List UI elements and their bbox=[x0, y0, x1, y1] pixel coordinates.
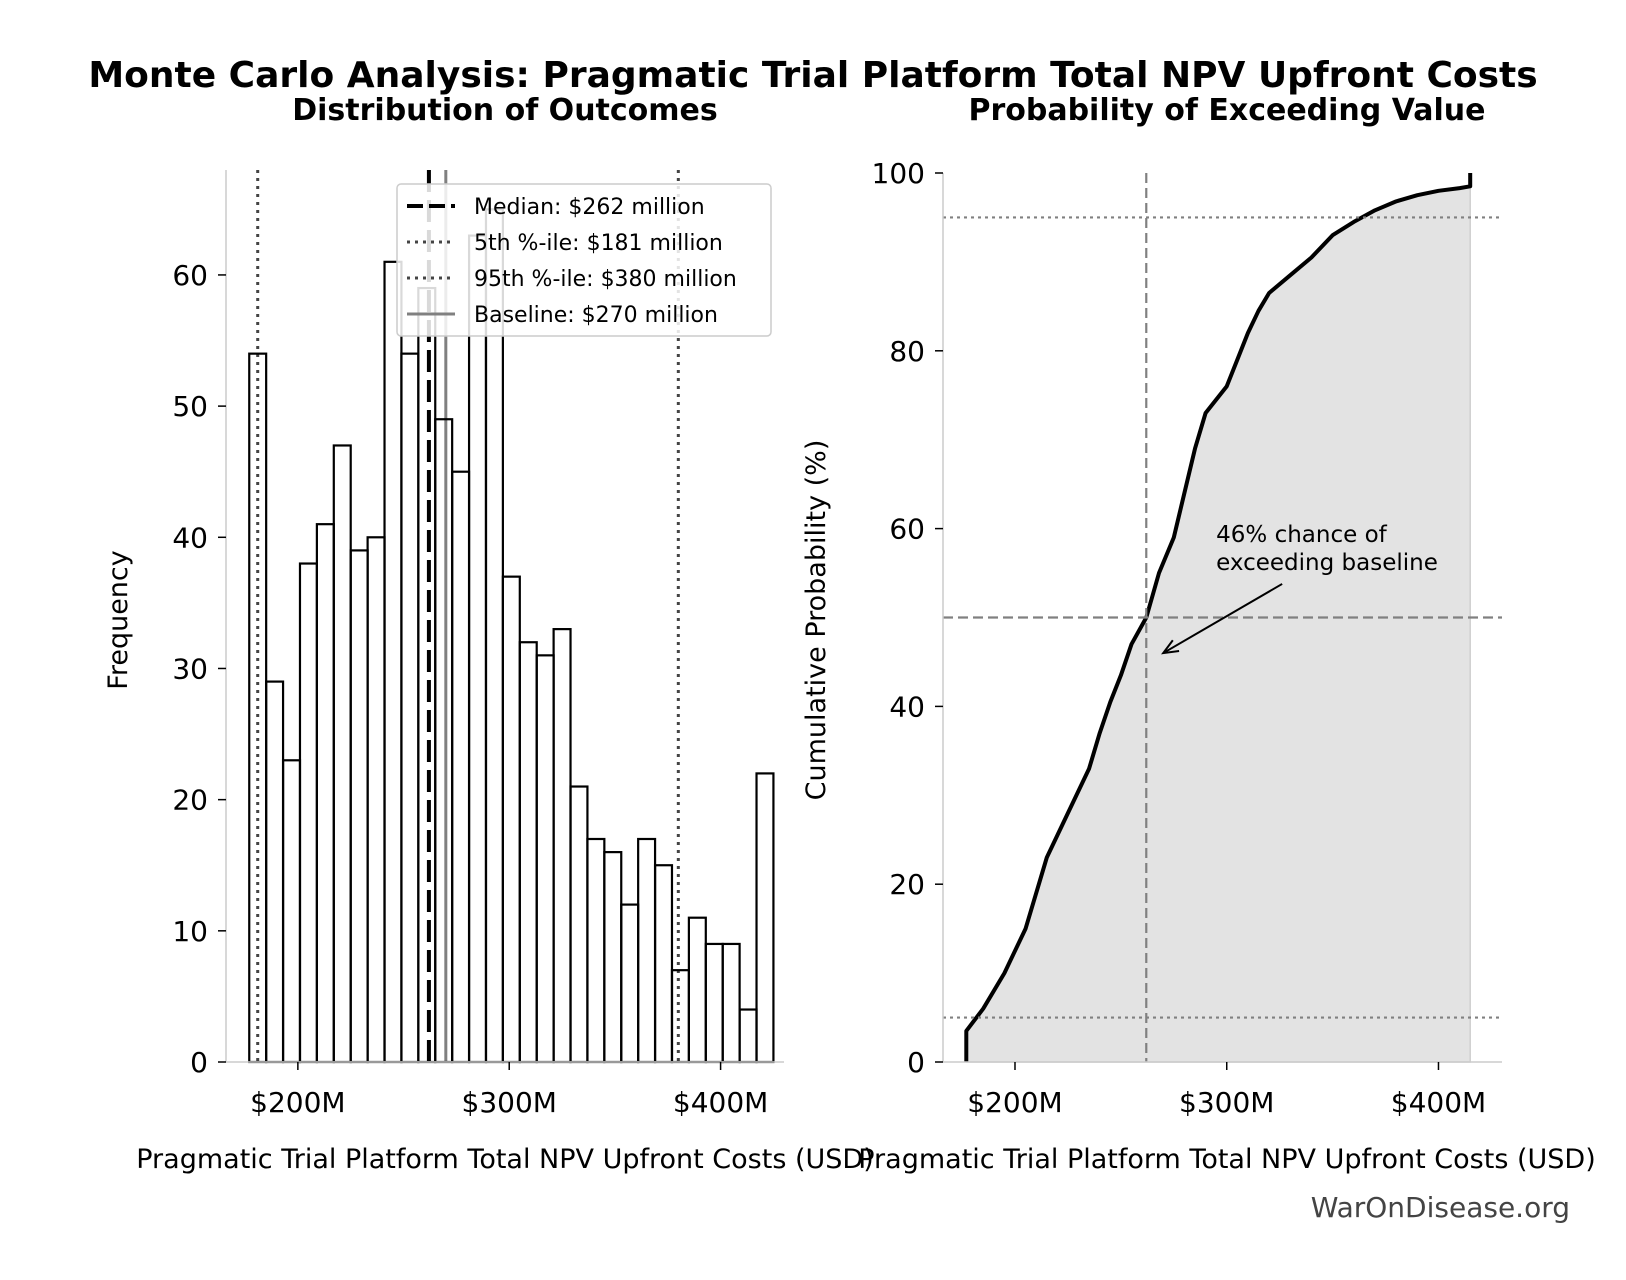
histogram-bar bbox=[349, 549, 369, 1064]
histogram-bar bbox=[738, 1008, 758, 1064]
histogram-bar bbox=[501, 575, 521, 1064]
histogram-bar bbox=[670, 969, 690, 1064]
histogram-bar bbox=[366, 536, 386, 1064]
histogram-ylabel: Frequency bbox=[103, 550, 134, 690]
x-tick-label: $200M bbox=[250, 1086, 345, 1119]
histogram-bar bbox=[383, 260, 403, 1064]
y-tick-label: 0 bbox=[907, 1046, 925, 1079]
histogram-bar bbox=[586, 837, 606, 1064]
x-tick-label: $400M bbox=[1391, 1086, 1486, 1119]
cdf-line bbox=[964, 173, 1473, 1062]
histogram-bar bbox=[400, 352, 420, 1064]
legend: Median: $262 million 5th %-ile: $181 mill… bbox=[396, 183, 772, 337]
cdf-panel: Probability of Exceeding Value 0 20 40 60 80… bbox=[801, 93, 1596, 1175]
histogram-bar bbox=[755, 772, 775, 1064]
histogram-bar bbox=[484, 208, 504, 1064]
histogram-bar bbox=[569, 785, 589, 1064]
histogram-bar bbox=[535, 654, 555, 1064]
y-tick-label: 40 bbox=[172, 521, 208, 554]
annotation-text: 46% chance of bbox=[1216, 522, 1388, 548]
legend-label: 5th %-ile: $181 million bbox=[474, 231, 723, 256]
histogram-bar bbox=[603, 851, 623, 1064]
histogram-bar bbox=[281, 759, 302, 1064]
histogram-bars bbox=[248, 208, 775, 1064]
figure-suptitle: Monte Carlo Analysis: Pragmatic Trial Pl… bbox=[88, 55, 1537, 96]
y-tick-label: 60 bbox=[889, 513, 925, 546]
y-tick-label: 30 bbox=[172, 652, 208, 685]
histogram-bar bbox=[687, 916, 707, 1064]
annotation-arrowhead bbox=[1160, 639, 1180, 655]
histogram-bar bbox=[637, 837, 657, 1064]
cdf-ylabel: Cumulative Probability (%) bbox=[801, 440, 832, 801]
x-tick-label: $400M bbox=[673, 1086, 768, 1119]
histogram-bar bbox=[620, 903, 640, 1064]
cdf-xlabel: Pragmatic Trial Platform Total NPV Upfro… bbox=[858, 1144, 1595, 1175]
histogram-bar bbox=[552, 628, 572, 1064]
histogram-bar bbox=[653, 864, 674, 1064]
y-tick-label: 50 bbox=[172, 390, 208, 423]
histogram-title: Distribution of Outcomes bbox=[292, 93, 718, 128]
histogram-bar bbox=[265, 680, 285, 1064]
cdf-title: Probability of Exceeding Value bbox=[968, 93, 1485, 128]
histogram-xlabel: Pragmatic Trial Platform Total NPV Upfro… bbox=[136, 1144, 873, 1175]
annotation-arrow bbox=[1162, 583, 1283, 654]
histogram-bar bbox=[417, 286, 437, 1064]
y-tick-label: 60 bbox=[172, 259, 208, 292]
watermark: WarOnDisease.org bbox=[1311, 1191, 1570, 1224]
y-tick-label: 0 bbox=[190, 1046, 208, 1079]
histogram-panel: Distribution of Outcomes 0 10 20 30 40 50 60 $2… bbox=[103, 93, 874, 1175]
annotation-text: exceeding baseline bbox=[1216, 550, 1438, 576]
histogram-bar bbox=[332, 444, 352, 1064]
x-tick-label: $300M bbox=[462, 1086, 557, 1119]
histogram-bar bbox=[298, 562, 318, 1064]
legend-box bbox=[396, 183, 772, 337]
histogram-bar bbox=[721, 942, 741, 1064]
y-tick-label: 20 bbox=[889, 868, 925, 901]
histogram-bar bbox=[451, 470, 471, 1064]
cdf-axes: 0 20 40 60 80 100 $200M $300M $400M bbox=[872, 157, 1502, 1119]
legend-label: 95th %-ile: $380 million bbox=[474, 267, 737, 292]
histogram-bar bbox=[518, 641, 538, 1064]
y-tick-label: 10 bbox=[172, 915, 208, 948]
x-tick-label: $300M bbox=[1179, 1086, 1274, 1119]
y-tick-label: 80 bbox=[889, 335, 925, 368]
y-tick-label: 100 bbox=[872, 157, 925, 190]
legend-label: Median: $262 million bbox=[474, 195, 705, 220]
histogram-bar bbox=[467, 234, 488, 1064]
y-tick-label: 20 bbox=[172, 784, 208, 817]
legend-label: Baseline: $270 million bbox=[474, 303, 718, 328]
histogram-bar bbox=[315, 523, 335, 1064]
x-tick-label: $200M bbox=[967, 1086, 1062, 1119]
histogram-bar bbox=[704, 942, 724, 1064]
y-tick-label: 40 bbox=[889, 690, 925, 723]
histogram-bar bbox=[434, 418, 454, 1064]
histogram-axes: 0 10 20 30 40 50 60 $200M $300M $400M bbox=[172, 170, 784, 1119]
